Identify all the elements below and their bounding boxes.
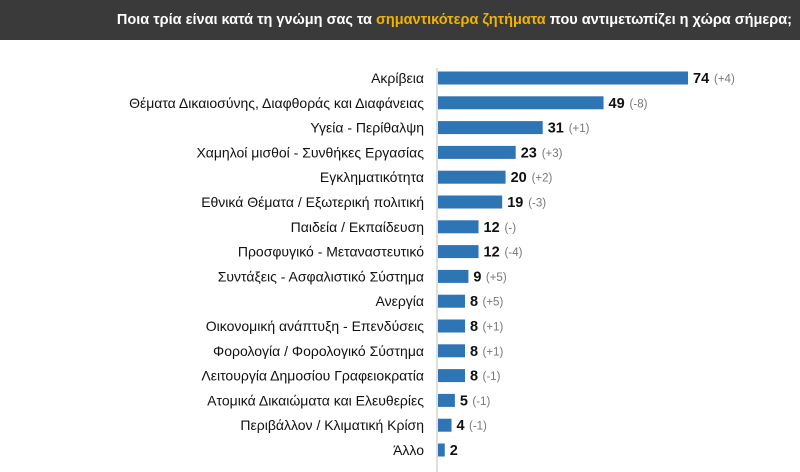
category-label: Περιβάλλον / Κλιματική Κρίση	[240, 417, 424, 433]
change-label: (-)	[505, 222, 517, 234]
category-label: Παιδεία / Εκπαίδευση	[291, 219, 424, 235]
bar	[438, 145, 516, 159]
change-label: (-4)	[505, 247, 523, 259]
category-label: Οικονομική ανάπτυξη - Επενδύσεις	[206, 318, 424, 334]
value-label: 4	[457, 418, 465, 434]
title-highlight: σημαντικότερα ζητήματα	[375, 12, 546, 28]
title-bar: Ποια τρία είναι κατά τη γνώμη σας τα σημ…	[0, 0, 800, 40]
value-label: 31	[548, 121, 564, 137]
value-label: 49	[609, 96, 625, 112]
category-label: Εγκληματικότητα	[320, 169, 424, 185]
category-label: Ανεργία	[376, 293, 425, 309]
chart-title: Ποια τρία είναι κατά τη γνώμη σας τα σημ…	[117, 0, 792, 40]
bar	[438, 418, 452, 432]
category-label: Λειτουργία Δημοσίου Γραφειοκρατία	[201, 368, 424, 384]
bar	[438, 443, 445, 457]
category-label: Προσφυγικό - Μεταναστευτικό	[238, 244, 424, 260]
bar	[438, 245, 479, 259]
category-label: Θέματα Δικαιοσύνης, Διαφθοράς και Διαφάν…	[129, 95, 424, 111]
change-label: (-1)	[483, 371, 501, 383]
category-label: Άλλο	[393, 442, 424, 458]
value-label: 23	[521, 145, 537, 161]
category-label: Φορολογία / Φορολογικό Σύστημα	[213, 343, 424, 359]
value-label: 9	[473, 269, 481, 285]
title-post: που αντιμετωπίζει η χώρα σήμερα;	[545, 12, 792, 28]
bar	[438, 294, 466, 308]
value-label: 2	[450, 443, 458, 459]
bar	[438, 344, 466, 358]
value-label: 8	[470, 344, 478, 360]
bar	[438, 220, 479, 234]
value-label: 74	[693, 71, 709, 87]
value-label: 20	[511, 170, 527, 186]
category-label: Ατομικά Δικαιώματα και Ελευθερίες	[207, 392, 424, 408]
value-label: 19	[507, 195, 523, 211]
bar	[438, 393, 455, 407]
category-label: Εθνικά Θέματα / Εξωτερική πολιτική	[201, 194, 424, 210]
change-label: (+5)	[483, 297, 504, 309]
category-label: Ακρίβεια	[371, 70, 424, 86]
bar	[438, 170, 506, 184]
change-label: (-8)	[630, 98, 648, 110]
value-label: 5	[460, 393, 468, 409]
category-label: Υγεία - Περίθαλψη	[310, 120, 424, 136]
bar-chart: Ακρίβεια 74 (+4) Θέματα Δικαιοσύνης, Διαφθο…	[129, 68, 735, 472]
value-label: 12	[484, 245, 500, 261]
bar	[438, 121, 543, 135]
change-label: (+1)	[483, 322, 504, 334]
bar	[438, 96, 604, 110]
bar	[438, 319, 466, 333]
change-label: (-1)	[472, 396, 490, 408]
change-label: (+4)	[714, 74, 735, 86]
bar	[438, 369, 466, 383]
bar	[438, 269, 469, 283]
bars-group: Ακρίβεια 74 (+4) Θέματα Δικαιοσύνης, Διαφθο…	[129, 70, 735, 459]
value-label: 8	[470, 369, 478, 385]
bar	[438, 71, 688, 85]
value-label: 12	[484, 220, 500, 236]
change-label: (+5)	[486, 272, 507, 284]
change-label: (-1)	[469, 421, 487, 433]
change-label: (+3)	[542, 148, 563, 160]
bar	[438, 195, 503, 209]
change-label: (+1)	[483, 346, 504, 358]
category-label: Συντάξεις - Ασφαλιστικό Σύστημα	[218, 268, 424, 284]
title-pre: Ποια τρία είναι κατά τη γνώμη σας τα	[116, 12, 376, 28]
value-label: 8	[470, 294, 478, 310]
change-label: (+1)	[569, 123, 590, 135]
value-label: 8	[470, 319, 478, 335]
change-label: (-3)	[528, 198, 546, 210]
change-label: (+2)	[532, 173, 553, 185]
category-label: Χαμηλοί μισθοί - Συνθήκες Εργασίας	[196, 144, 424, 160]
